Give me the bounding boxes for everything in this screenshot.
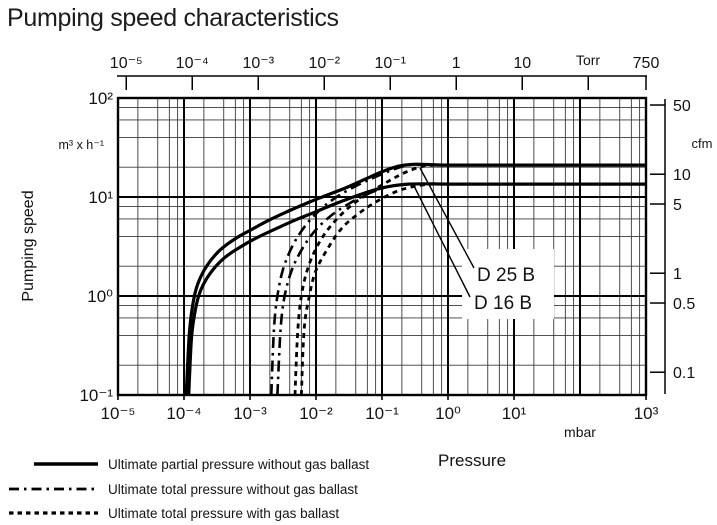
- right-axis-cfm: cfm: [664, 99, 713, 394]
- leader-line-d25b: [419, 167, 475, 269]
- page-title: Pumping speed characteristics: [7, 4, 339, 32]
- curve-dashed-d16b: [300, 182, 434, 396]
- legend-item-dashed: Ultimate total pressure with gas ballast: [8, 505, 339, 521]
- leader-line-d16b: [412, 183, 471, 298]
- y-axis-title: Pumping speed: [20, 190, 37, 301]
- cfm-tick-label: 10: [673, 167, 691, 184]
- torr-tick-label: 10⁻⁵: [110, 55, 143, 72]
- pump-labels-callout: D 25 B D 16 B: [412, 167, 554, 319]
- curves: [184, 162, 646, 396]
- x-tick-label: 10⁻¹: [365, 404, 399, 423]
- x-tick-label: 10³: [634, 404, 659, 423]
- legend-item-dashdot: Ultimate total pressure without gas ball…: [8, 481, 358, 497]
- legend-line-dashdot-icon: [9, 487, 98, 491]
- legend-label: Ultimate partial pressure without gas ba…: [108, 456, 370, 472]
- legend-line-solid-icon: [34, 462, 98, 466]
- torr-tick-label: 1: [452, 55, 461, 72]
- top-axis-unit: Torr: [576, 52, 600, 68]
- y-axis-unit: m³ x h⁻¹: [59, 138, 104, 152]
- legend-label: Ultimate total pressure with gas ballast: [108, 505, 340, 521]
- y-tick-label: 10¹: [88, 188, 113, 207]
- cfm-tick-label: 1: [673, 266, 682, 283]
- legend-label: Ultimate total pressure without gas ball…: [108, 481, 358, 497]
- cfm-tick-label: 50: [673, 98, 691, 115]
- torr-tick-label: 10⁻⁴: [176, 55, 209, 72]
- y-tick-label: 10⁰: [87, 287, 113, 306]
- curve-dashed-d25b: [293, 163, 438, 396]
- right-axis-unit: cfm: [692, 136, 713, 151]
- axis-ticks: 10⁻⁵ 10⁻⁴ 10⁻³ 10⁻² 10⁻¹ 10⁰ 10¹ 10³10²10¹10⁰10…: [79, 55, 695, 423]
- grid: [118, 98, 646, 395]
- x-tick-label: 10⁻³: [233, 404, 267, 423]
- cfm-tick-label: 5: [673, 197, 682, 214]
- curve-solid-d16b: [187, 182, 646, 396]
- pump-label-d16b: D 16 B: [474, 293, 532, 314]
- x-axis-unit: mbar: [564, 424, 596, 440]
- cfm-tick-label: 0.1: [673, 365, 695, 382]
- pump-label-d25b: D 25 B: [477, 265, 535, 286]
- x-tick-label: 10⁰: [435, 404, 461, 423]
- torr-tick-label: 10⁻¹: [374, 55, 406, 72]
- torr-tick-label: 10⁻³: [242, 55, 274, 72]
- torr-tick-label: 750: [633, 55, 660, 72]
- legend-item-solid: Ultimate partial pressure without gas ba…: [8, 456, 369, 472]
- curve-solid-d25b: [184, 162, 646, 396]
- y-tick-label: 10⁻¹: [79, 386, 113, 405]
- x-tick-label: 10⁻⁴: [166, 404, 201, 423]
- pumping-speed-chart: Torr cfm m³ x h⁻¹ Pumping speed mbar Pre…: [20, 52, 713, 470]
- curve-dashdot-d25b: [270, 163, 422, 396]
- torr-tick-label: 10⁻²: [308, 55, 340, 72]
- x-tick-label: 10⁻⁵: [101, 404, 136, 423]
- top-axis-torr: Torr: [117, 52, 647, 77]
- x-tick-label: 10⁻²: [299, 404, 333, 423]
- x-axis-title: Pressure: [438, 451, 506, 470]
- cfm-tick-label: 0.5: [673, 296, 695, 313]
- legend-line-dashed-icon: [9, 511, 98, 515]
- curve-dashdot-d16b: [276, 182, 418, 396]
- callout-background: [462, 249, 554, 319]
- torr-tick-label: 10: [513, 55, 531, 72]
- y-tick-label: 10²: [88, 89, 113, 108]
- x-tick-label: 10¹: [502, 404, 527, 423]
